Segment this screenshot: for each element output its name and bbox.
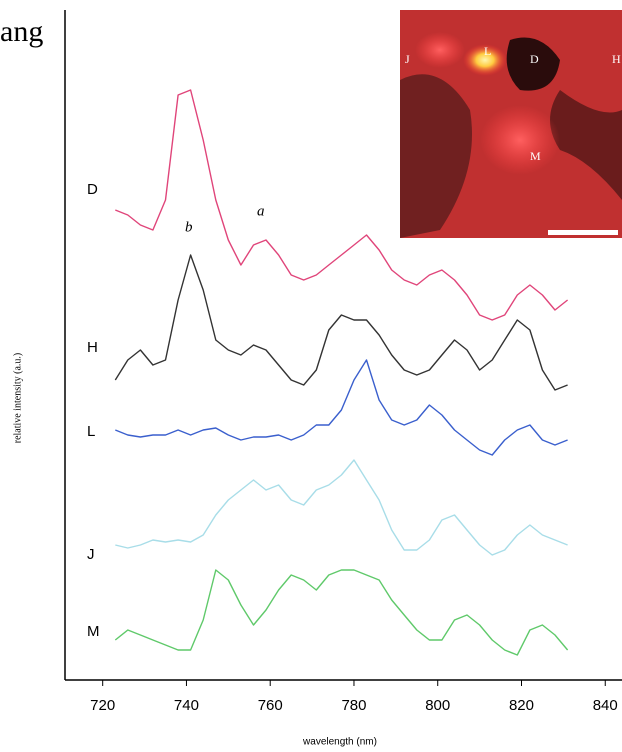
- inset-label: D: [530, 52, 539, 66]
- series-line: [115, 359, 568, 456]
- x-tick-label: 760: [258, 697, 283, 714]
- inset-label: L: [484, 44, 491, 58]
- x-tick-label: 780: [341, 697, 366, 714]
- series-label: M: [87, 623, 100, 640]
- series-line: [115, 459, 568, 556]
- x-tick-label: 840: [593, 697, 618, 714]
- x-axis-label: wavelength (nm): [302, 737, 377, 748]
- annotation: b: [185, 219, 193, 235]
- inset-label: H: [612, 52, 621, 66]
- inset-label: M: [530, 149, 541, 163]
- y-axis-label: relative intensity (a.u.): [12, 353, 23, 444]
- series-label: J: [87, 546, 95, 563]
- inset-image: [400, 10, 622, 239]
- x-tick-label: 820: [509, 697, 534, 714]
- series-label: H: [87, 339, 98, 356]
- series-line: [114, 254, 568, 391]
- x-tick-label: 740: [174, 697, 199, 714]
- x-tick-label: 800: [425, 697, 450, 714]
- series-line: [114, 569, 569, 656]
- x-tick-label: 720: [90, 697, 115, 714]
- series-label: D: [87, 181, 98, 198]
- series-line: [115, 89, 569, 321]
- annotation: a: [257, 203, 265, 219]
- inset-label: J: [405, 52, 410, 66]
- series-label: L: [87, 423, 95, 440]
- corner-text: ang: [0, 15, 43, 48]
